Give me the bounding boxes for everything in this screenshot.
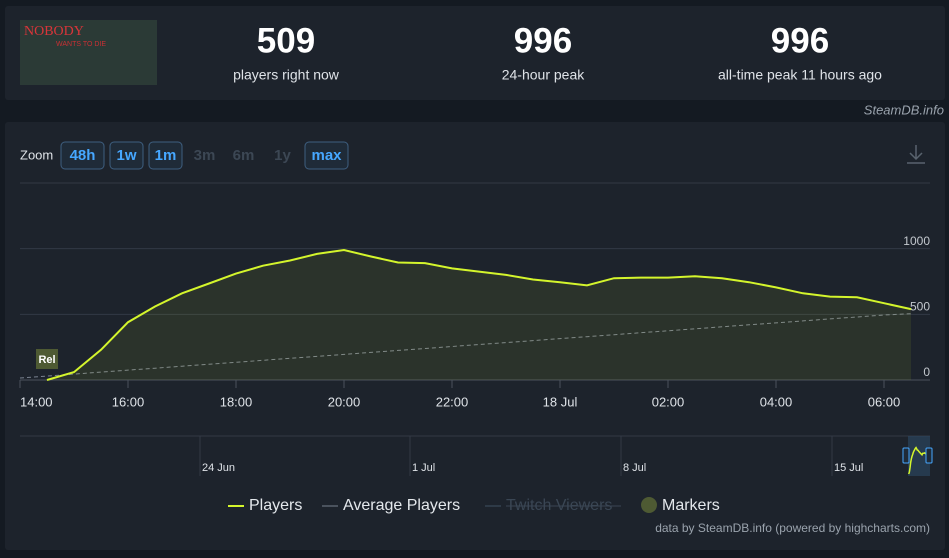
- zoom-button-label: 6m: [233, 147, 255, 164]
- capsule-subtitle: WANTS TO DIE: [56, 41, 106, 48]
- x-tick-label: 18:00: [220, 394, 253, 409]
- stat-value: 996: [514, 21, 572, 60]
- zoom-button[interactable]: [60, 141, 105, 170]
- legend-label[interactable]: Markers: [662, 497, 720, 514]
- y-tick-label: 500: [910, 300, 930, 314]
- capsule-title: NOBODY: [24, 24, 84, 39]
- area: [47, 250, 911, 380]
- stat-value: 509: [257, 21, 315, 60]
- stat-label: 24-hour peak: [502, 67, 586, 83]
- zoom-button-label: 1y: [274, 147, 291, 164]
- capsule-image: [20, 20, 157, 85]
- stat-value: 996: [771, 21, 829, 60]
- x-tick-label: 18 Jul: [543, 394, 578, 409]
- marker-label: Rel: [38, 354, 55, 366]
- legend-label[interactable]: Players: [249, 497, 302, 514]
- zoom-button[interactable]: [148, 141, 183, 170]
- navigator-window[interactable]: [908, 436, 930, 476]
- y-tick-label: 0: [923, 365, 930, 379]
- x-tick-label: 22:00: [436, 394, 469, 409]
- zoom-button-label: 3m: [194, 147, 216, 164]
- navigator-label: 24 Jun: [202, 462, 235, 474]
- navigator-handle[interactable]: [925, 447, 933, 464]
- legend-symbol: [641, 497, 657, 513]
- zoom-button-label[interactable]: 1w: [116, 147, 136, 164]
- header-panel: [5, 6, 945, 100]
- zoom-button[interactable]: [304, 141, 349, 170]
- site-link[interactable]: SteamDB.info: [864, 102, 944, 117]
- navigator-label: 1 Jul: [412, 462, 435, 474]
- x-tick-label: 04:00: [760, 394, 793, 409]
- zoom-button-label[interactable]: max: [311, 147, 342, 164]
- series-line: [19, 313, 912, 379]
- navigator-label: 15 Jul: [834, 462, 863, 474]
- navigator-label: 8 Jul: [623, 462, 646, 474]
- x-tick-label: 02:00: [652, 394, 685, 409]
- credits[interactable]: data by SteamDB.info (powered by highcha…: [655, 521, 930, 535]
- download-icon[interactable]: [907, 145, 925, 164]
- x-tick-label: 16:00: [112, 394, 145, 409]
- navigator-handle[interactable]: [902, 447, 910, 464]
- x-tick-label: 20:00: [328, 394, 361, 409]
- zoom-button[interactable]: [109, 141, 144, 170]
- x-tick-label: 06:00: [868, 394, 901, 409]
- stat-label: players right now: [233, 67, 340, 83]
- x-tick-label: 14:00: [20, 394, 53, 409]
- stat-label: all-time peak 11 hours ago: [718, 67, 882, 83]
- zoom-button-label[interactable]: 48h: [70, 147, 96, 164]
- chart-panel: [5, 122, 945, 550]
- series-line: [46, 248, 912, 381]
- legend-label[interactable]: Average Players: [343, 497, 460, 514]
- zoom-button-label[interactable]: 1m: [155, 147, 177, 164]
- y-tick-label: 1000: [903, 234, 930, 248]
- zoom-label: Zoom: [20, 147, 53, 162]
- marker[interactable]: [36, 349, 58, 369]
